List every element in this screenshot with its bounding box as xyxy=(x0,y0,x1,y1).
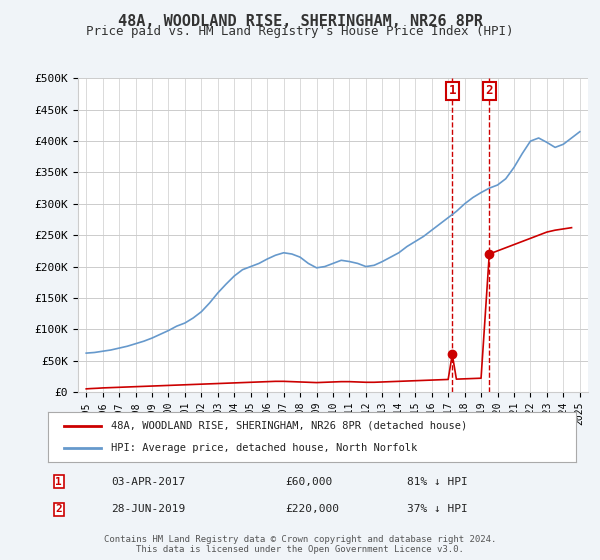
Text: £60,000: £60,000 xyxy=(286,477,333,487)
Text: 48A, WOODLAND RISE, SHERINGHAM, NR26 8PR: 48A, WOODLAND RISE, SHERINGHAM, NR26 8PR xyxy=(118,14,482,29)
Text: Contains HM Land Registry data © Crown copyright and database right 2024.
This d: Contains HM Land Registry data © Crown c… xyxy=(104,535,496,554)
Text: 28-JUN-2019: 28-JUN-2019 xyxy=(112,505,185,515)
Text: 48A, WOODLAND RISE, SHERINGHAM, NR26 8PR (detached house): 48A, WOODLAND RISE, SHERINGHAM, NR26 8PR… xyxy=(112,421,467,431)
Text: 1: 1 xyxy=(449,85,456,97)
Text: Price paid vs. HM Land Registry's House Price Index (HPI): Price paid vs. HM Land Registry's House … xyxy=(86,25,514,38)
Text: 2: 2 xyxy=(55,505,62,515)
Text: 2: 2 xyxy=(485,85,493,97)
Text: 1: 1 xyxy=(55,477,62,487)
Text: £220,000: £220,000 xyxy=(286,505,340,515)
Text: 81% ↓ HPI: 81% ↓ HPI xyxy=(407,477,468,487)
Text: 37% ↓ HPI: 37% ↓ HPI xyxy=(407,505,468,515)
Text: HPI: Average price, detached house, North Norfolk: HPI: Average price, detached house, Nort… xyxy=(112,443,418,453)
Text: 03-APR-2017: 03-APR-2017 xyxy=(112,477,185,487)
